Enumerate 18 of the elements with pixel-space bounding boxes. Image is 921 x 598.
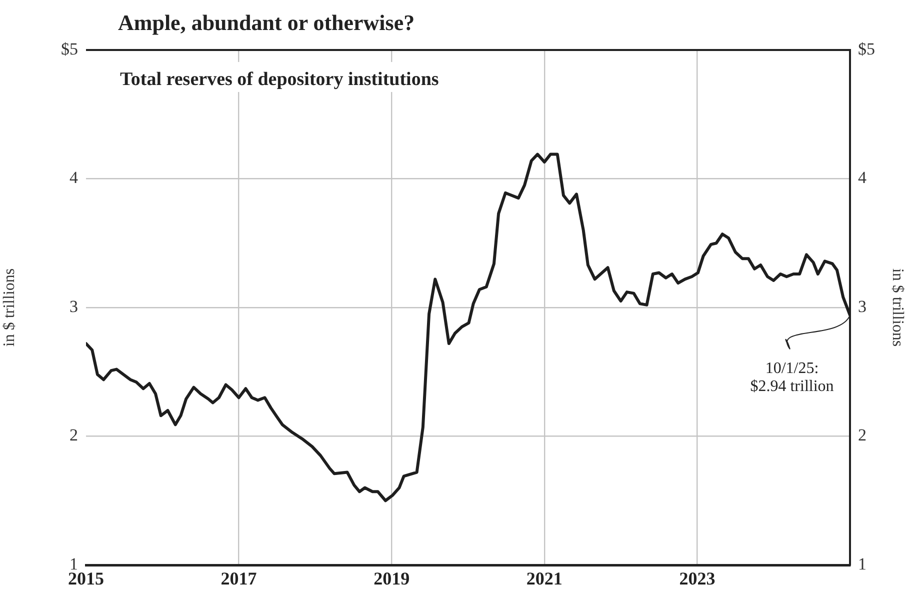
- y-tick-label: 4: [70, 168, 78, 188]
- y-tick-label: $5: [61, 39, 78, 58]
- y2-tick-label: 4: [858, 168, 867, 188]
- y2-tick-label: $5: [858, 39, 875, 58]
- chart-title: Ample, abundant or otherwise?: [118, 10, 415, 35]
- y2-axis-title: in $ trillions: [889, 268, 906, 347]
- y-tick-label: 2: [70, 426, 78, 445]
- y2-tick-label: 1: [858, 554, 866, 574]
- annotation: 10/1/25: $2.94 trillion: [750, 360, 834, 396]
- x-tick-label: 2023: [679, 568, 716, 588]
- y2-tick-label: 3: [858, 296, 866, 316]
- text: Total reserves of depository institutions: [120, 69, 439, 90]
- y-tick-label: 3: [70, 296, 78, 316]
- x-tick-label: 2017: [220, 568, 257, 588]
- y2-tick-label: 2: [858, 426, 866, 445]
- x-tick-label: 2021: [526, 568, 562, 588]
- y-axis-title: in $ trillions: [0, 268, 18, 347]
- x-tick-label: 2019: [374, 568, 410, 588]
